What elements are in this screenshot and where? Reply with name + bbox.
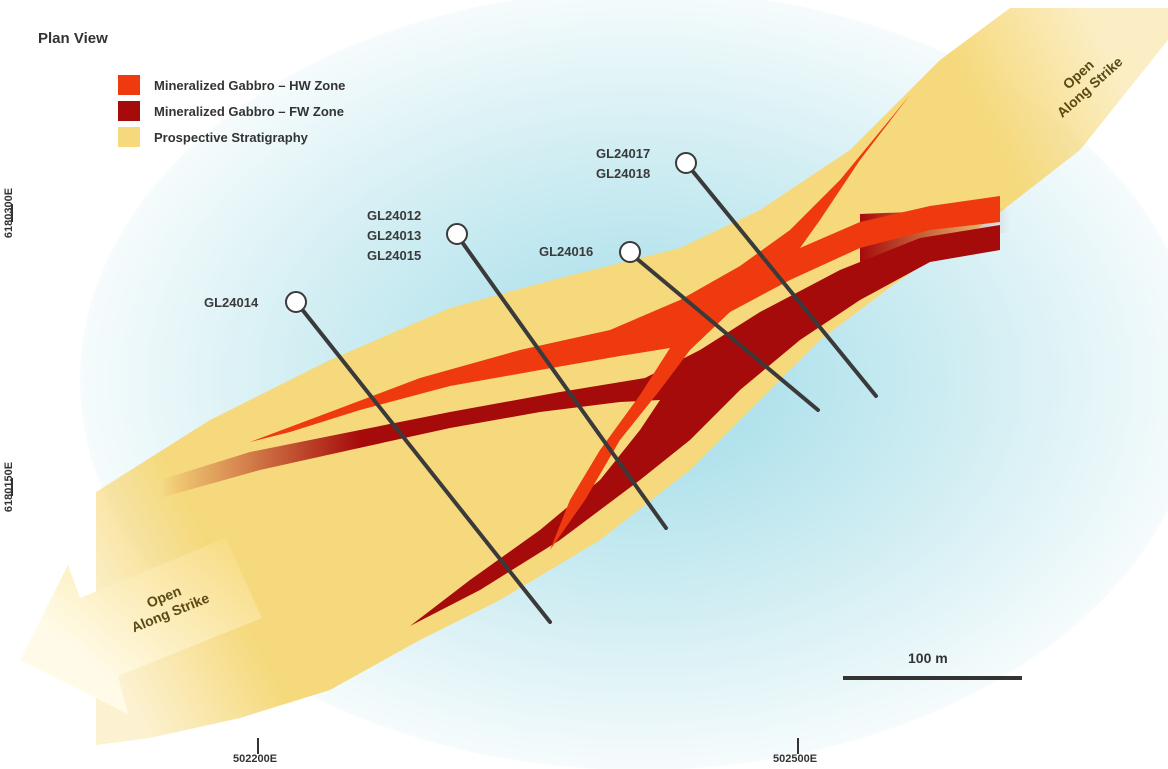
drillhole-id: GL24013 bbox=[367, 228, 422, 243]
drillhole-trace-gl24014 bbox=[295, 301, 552, 624]
drillhole-label-gl24016: GL24016 bbox=[539, 242, 593, 262]
drill-traces bbox=[295, 161, 878, 624]
hw-zone-band bbox=[250, 95, 1000, 550]
drillhole-id: GL24015 bbox=[367, 248, 422, 263]
legend-swatch-stratigraphy bbox=[118, 127, 140, 147]
drillhole-collar-gl24017[interactable] bbox=[675, 152, 697, 174]
drillhole-label-gl24012-group: GL24012 GL24013 GL24015 bbox=[367, 206, 421, 266]
drillhole-trace-gl24017 bbox=[684, 161, 878, 398]
drillhole-id: GL24016 bbox=[539, 244, 594, 259]
drillhole-label-gl24014: GL24014 bbox=[204, 293, 258, 313]
drillhole-id: GL24014 bbox=[204, 295, 259, 310]
scale-bar-label: 100 m bbox=[908, 650, 948, 666]
x-tick-label-left: 502200E bbox=[233, 753, 278, 765]
legend-label-stratigraphy: Prospective Stratigraphy bbox=[154, 129, 308, 145]
drillhole-collar-gl24012[interactable] bbox=[446, 223, 468, 245]
legend: Mineralized Gabbro – HW Zone Mineralized… bbox=[118, 72, 345, 150]
prospective-stratigraphy-zone bbox=[96, 8, 1168, 745]
y-tick-label-top: 6180300E bbox=[3, 187, 16, 239]
drillhole-label-gl24017-group: GL24017 GL24018 bbox=[596, 144, 650, 184]
legend-item-hw-zone: Mineralized Gabbro – HW Zone bbox=[118, 72, 345, 98]
legend-label-hw-zone: Mineralized Gabbro – HW Zone bbox=[154, 77, 346, 93]
fw-zone-band bbox=[160, 225, 1000, 626]
drillhole-id: GL24018 bbox=[596, 166, 651, 181]
legend-item-fw-zone: Mineralized Gabbro – FW Zone bbox=[118, 98, 345, 124]
drillhole-trace-gl24016 bbox=[628, 251, 820, 412]
drillhole-collar-gl24014[interactable] bbox=[285, 291, 307, 313]
drillhole-collar-gl24016[interactable] bbox=[619, 241, 641, 263]
map-title: Plan View bbox=[38, 30, 108, 47]
legend-label-fw-zone: Mineralized Gabbro – FW Zone bbox=[154, 103, 344, 119]
drillhole-id: GL24012 bbox=[367, 208, 422, 223]
drillhole-id: GL24017 bbox=[596, 146, 651, 161]
legend-swatch-hw-zone bbox=[118, 75, 140, 95]
legend-item-stratigraphy: Prospective Stratigraphy bbox=[118, 124, 345, 150]
x-tick-label-right: 502500E bbox=[773, 753, 818, 765]
y-tick-label-bottom: 6180150E bbox=[3, 461, 16, 513]
drillhole-trace-gl24012 bbox=[455, 233, 668, 530]
open-along-strike-arrow-southwest bbox=[20, 538, 262, 714]
legend-swatch-fw-zone bbox=[118, 101, 140, 121]
